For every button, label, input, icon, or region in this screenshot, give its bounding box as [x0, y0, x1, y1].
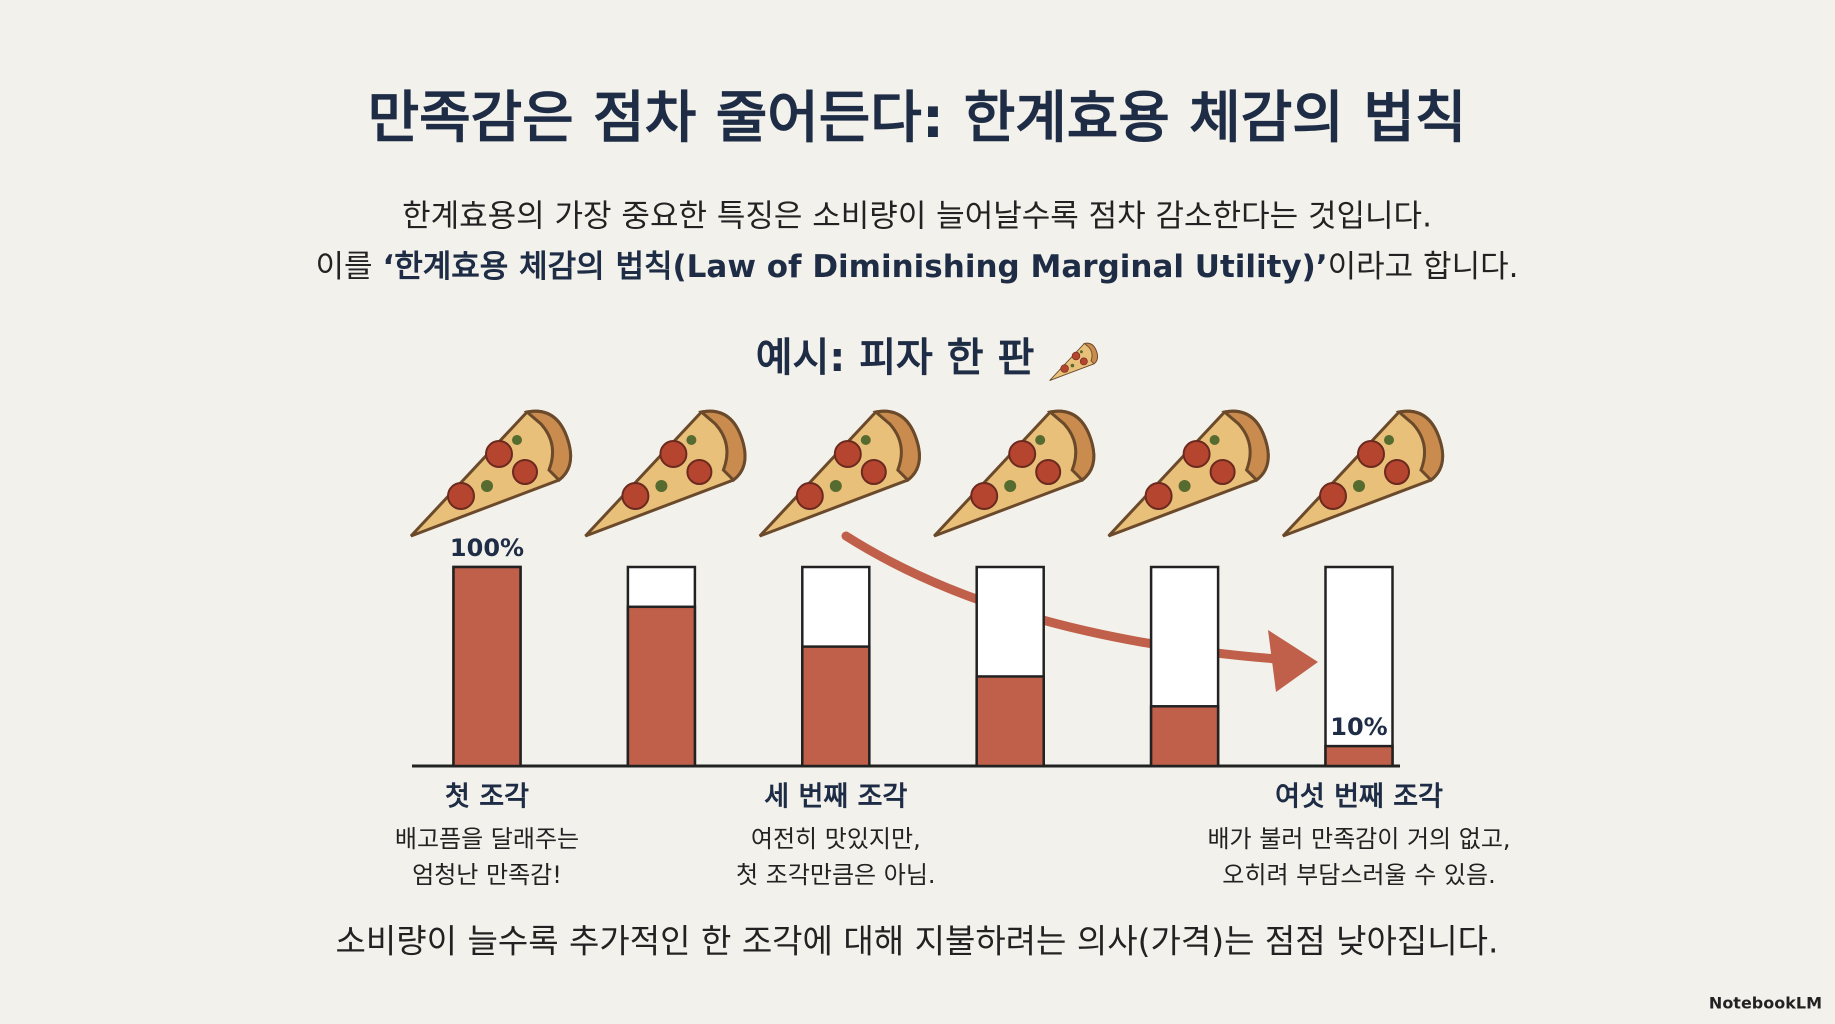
pizza-slice: [1281, 409, 1445, 538]
pizza-slice: [1107, 409, 1270, 538]
category-description: 배가 불러 만족감이 거의 없고,: [1207, 825, 1510, 853]
subtitle-text: 이라고 합니다.: [1328, 249, 1519, 285]
bar: [801, 645, 871, 768]
category-description: 첫 조각만큼은 아님.: [736, 861, 936, 889]
bar: [452, 565, 522, 768]
category-description: 엄청난 만족감!: [412, 861, 562, 889]
bar: [975, 675, 1045, 768]
category-description: 여전히 맛있지만,: [751, 825, 921, 853]
subtitle-emphasis: ‘한계효용 체감의 법칙(Law of Diminishing Marginal…: [382, 249, 1327, 285]
category-description: 배고픔을 달래주는: [395, 825, 579, 853]
category-description: 오히려 부담스러울 수 있음.: [1222, 861, 1495, 889]
pizza-slice: [583, 409, 747, 538]
trend-arrow: [841, 531, 1295, 665]
footer: 소비량이 늘수록 추가적인 한 조각에 대해 지불하려는 의사(가격)는 점점 …: [336, 922, 1499, 961]
bar: [1324, 744, 1394, 768]
pizza-slice: [409, 409, 573, 538]
category-label: 세 번째 조각: [764, 782, 907, 813]
trend-arrowhead: [1268, 630, 1318, 692]
value-label: 100%: [450, 534, 524, 562]
title: 만족감은 점차 줄어든다: 한계효용 체감의 법칙: [368, 86, 1467, 151]
subtitle-text: 이를: [316, 249, 383, 285]
pizza-slice: [932, 409, 1096, 538]
bar-outline: [1324, 565, 1394, 768]
example-heading: 예시: 피자 한 판: [756, 335, 1035, 381]
subtitle-line: 한계효용의 가장 중요한 특징은 소비량이 늘어날수록 점차 감소한다는 것입니…: [402, 199, 1432, 235]
value-label: 10%: [1330, 713, 1387, 741]
bar: [1149, 705, 1220, 768]
brand: NotebookLM: [1709, 994, 1822, 1013]
category-label: 여섯 번째 조각: [1275, 782, 1443, 813]
pizza-slice: [758, 409, 921, 538]
category-label: 첫 조각: [445, 782, 529, 813]
bar: [626, 605, 697, 768]
pizza-icon: [1049, 342, 1098, 382]
subtitle-line: 이를 ‘한계효용 체감의 법칙(Law of Diminishing Margi…: [316, 249, 1519, 285]
